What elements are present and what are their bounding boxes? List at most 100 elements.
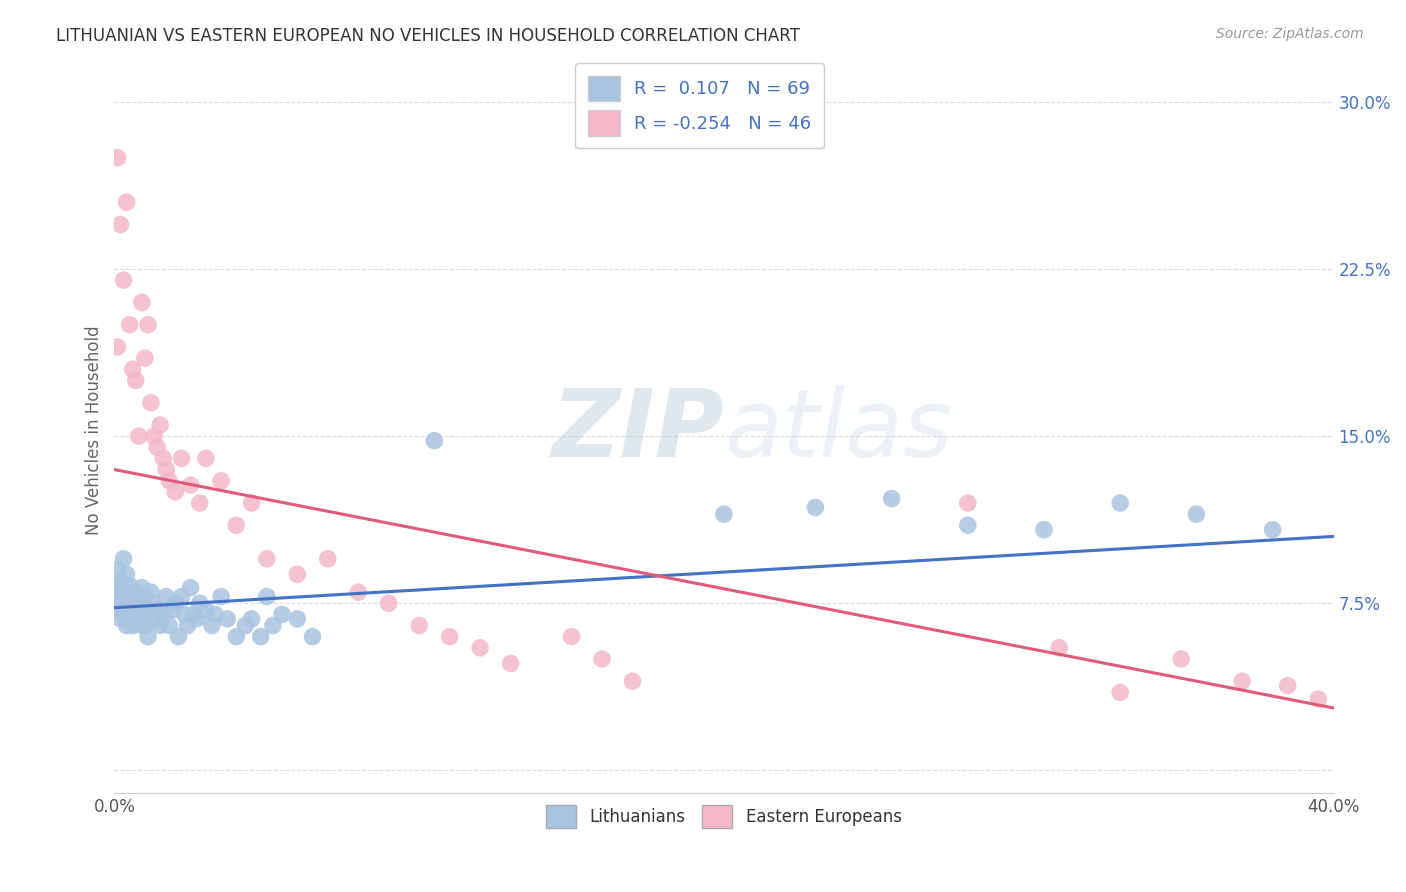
Point bbox=[713, 507, 735, 521]
Point bbox=[143, 596, 166, 610]
Point bbox=[134, 351, 156, 366]
Point bbox=[439, 630, 461, 644]
Point bbox=[115, 618, 138, 632]
Point bbox=[139, 585, 162, 599]
Point bbox=[880, 491, 903, 506]
Point bbox=[1170, 652, 1192, 666]
Point bbox=[136, 318, 159, 332]
Point bbox=[110, 218, 132, 232]
Point bbox=[110, 603, 132, 617]
Point bbox=[240, 496, 263, 510]
Point bbox=[209, 590, 232, 604]
Point bbox=[1308, 692, 1330, 706]
Point bbox=[225, 518, 247, 533]
Point bbox=[121, 362, 143, 376]
Point bbox=[131, 581, 153, 595]
Point bbox=[136, 630, 159, 644]
Point bbox=[107, 581, 129, 595]
Point bbox=[1109, 496, 1132, 510]
Point bbox=[271, 607, 294, 622]
Point bbox=[194, 451, 217, 466]
Point bbox=[131, 295, 153, 310]
Point bbox=[107, 151, 129, 165]
Point bbox=[107, 563, 129, 577]
Point bbox=[804, 500, 827, 515]
Text: atlas: atlas bbox=[724, 385, 952, 476]
Point bbox=[167, 630, 190, 644]
Point bbox=[956, 496, 979, 510]
Point bbox=[591, 652, 613, 666]
Text: LITHUANIAN VS EASTERN EUROPEAN NO VEHICLES IN HOUSEHOLD CORRELATION CHART: LITHUANIAN VS EASTERN EUROPEAN NO VEHICL… bbox=[56, 27, 800, 45]
Point bbox=[107, 340, 129, 354]
Point bbox=[149, 603, 172, 617]
Point bbox=[149, 618, 172, 632]
Point bbox=[146, 440, 169, 454]
Point bbox=[1230, 674, 1253, 689]
Point bbox=[499, 657, 522, 671]
Point bbox=[1047, 640, 1070, 655]
Point bbox=[170, 451, 193, 466]
Point bbox=[162, 603, 184, 617]
Point bbox=[956, 518, 979, 533]
Point bbox=[262, 618, 284, 632]
Point bbox=[188, 596, 211, 610]
Point bbox=[131, 618, 153, 632]
Point bbox=[183, 607, 205, 622]
Point bbox=[301, 630, 323, 644]
Point bbox=[468, 640, 491, 655]
Point bbox=[561, 630, 583, 644]
Point bbox=[225, 630, 247, 644]
Point bbox=[134, 607, 156, 622]
Point bbox=[110, 612, 132, 626]
Point bbox=[173, 607, 195, 622]
Point bbox=[146, 612, 169, 626]
Point bbox=[316, 551, 339, 566]
Point bbox=[118, 596, 141, 610]
Point bbox=[112, 585, 135, 599]
Point bbox=[152, 607, 174, 622]
Point bbox=[139, 395, 162, 409]
Point bbox=[134, 618, 156, 632]
Point bbox=[118, 607, 141, 622]
Point bbox=[1261, 523, 1284, 537]
Point bbox=[107, 590, 129, 604]
Point bbox=[115, 195, 138, 210]
Legend: Lithuanians, Eastern Europeans: Lithuanians, Eastern Europeans bbox=[540, 798, 908, 835]
Point bbox=[157, 474, 180, 488]
Point bbox=[118, 578, 141, 592]
Point bbox=[128, 596, 150, 610]
Point bbox=[1109, 685, 1132, 699]
Point bbox=[125, 603, 148, 617]
Point bbox=[235, 618, 257, 632]
Y-axis label: No Vehicles in Household: No Vehicles in Household bbox=[86, 326, 103, 535]
Point bbox=[1277, 679, 1299, 693]
Point bbox=[157, 618, 180, 632]
Point bbox=[204, 607, 226, 622]
Point bbox=[134, 590, 156, 604]
Point bbox=[136, 603, 159, 617]
Point bbox=[112, 607, 135, 622]
Point bbox=[240, 612, 263, 626]
Point bbox=[201, 618, 224, 632]
Text: ZIP: ZIP bbox=[551, 384, 724, 476]
Point bbox=[165, 484, 187, 499]
Point bbox=[112, 273, 135, 287]
Point bbox=[143, 429, 166, 443]
Point bbox=[186, 612, 208, 626]
Point bbox=[256, 590, 278, 604]
Point bbox=[125, 585, 148, 599]
Point bbox=[128, 612, 150, 626]
Point bbox=[285, 567, 308, 582]
Point bbox=[209, 474, 232, 488]
Point bbox=[170, 590, 193, 604]
Point bbox=[217, 612, 239, 626]
Point bbox=[115, 567, 138, 582]
Point bbox=[125, 374, 148, 388]
Text: Source: ZipAtlas.com: Source: ZipAtlas.com bbox=[1216, 27, 1364, 41]
Point bbox=[176, 618, 198, 632]
Point bbox=[155, 590, 177, 604]
Point bbox=[112, 551, 135, 566]
Point bbox=[285, 612, 308, 626]
Point bbox=[256, 551, 278, 566]
Point bbox=[194, 603, 217, 617]
